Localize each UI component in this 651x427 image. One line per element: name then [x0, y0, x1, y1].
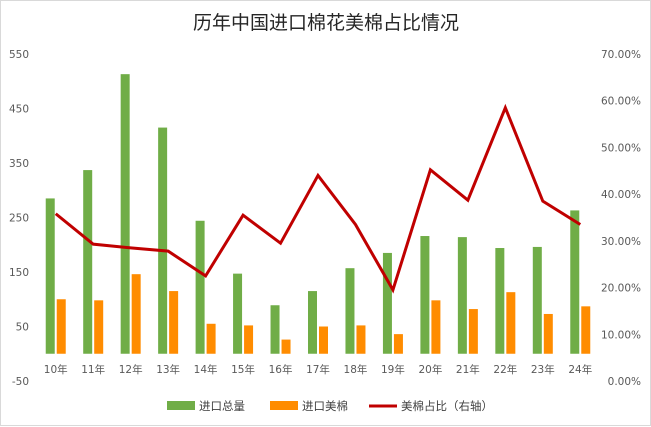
bar-total-import [308, 291, 317, 354]
right-tick-label: 10.00% [601, 329, 641, 341]
x-tick-label: 14年 [194, 363, 218, 376]
x-tick-label: 11年 [81, 363, 105, 376]
legend: 进口总量 进口美棉 美棉占比（右轴） [167, 399, 493, 413]
legend-swatch [167, 401, 195, 410]
bar-us-import [94, 300, 104, 354]
legend-label: 进口总量 [199, 399, 245, 413]
bar-us-import [468, 309, 478, 354]
left-axis: -50 50 150 250 350 450 550 [9, 49, 29, 388]
x-tick-label: 23年 [531, 363, 555, 376]
left-tick-label: 150 [9, 267, 29, 279]
bar-total-import [233, 273, 243, 354]
x-tick-label: 24年 [568, 363, 592, 376]
bar-us-import [319, 326, 328, 354]
bar-us-import [393, 334, 403, 354]
right-tick-label: 50.00% [601, 142, 641, 154]
x-tick-label: 20年 [418, 363, 442, 376]
left-tick-label: 250 [9, 213, 29, 225]
x-tick-label: 21年 [456, 363, 480, 376]
legend-swatch [270, 401, 298, 410]
x-tick-label: 12年 [119, 363, 143, 376]
right-tick-label: 20.00% [601, 283, 641, 295]
bar-total-import [120, 74, 130, 354]
bar-us-import [431, 300, 441, 354]
legend-label: 美棉占比（右轴） [401, 399, 493, 413]
x-tick-label: 22年 [493, 363, 517, 376]
bar-us-import [169, 291, 179, 354]
x-tick-label: 10年 [44, 363, 68, 376]
bar-total-import [45, 198, 55, 354]
x-axis: 10年 11年 12年 13年 14年 15年 16年 17年 18年 19年 20年 21年 22年 2… [44, 363, 592, 376]
left-tick-label: 50 [16, 322, 29, 334]
bar-us-import [131, 274, 141, 354]
bar-total-import [382, 252, 392, 354]
bar-total-import [345, 268, 355, 354]
right-tick-label: 60.00% [601, 96, 641, 108]
bar-us-import [56, 299, 66, 354]
bar-total-import [457, 237, 467, 354]
us-share-line [54, 103, 582, 294]
x-tick-label: 15年 [231, 363, 255, 376]
bar-us-import [543, 313, 553, 354]
bar-total-import [532, 246, 542, 354]
x-tick-label: 19年 [381, 363, 405, 376]
right-axis: 0.00% 10.00% 20.00% 30.00% 40.00% 50.00% 60.00… [601, 49, 641, 388]
bar-total-import [158, 127, 168, 354]
left-tick-label: -50 [12, 376, 29, 388]
bar-us-import [244, 325, 254, 354]
bar-total-import [270, 305, 280, 354]
right-tick-label: 40.00% [601, 189, 641, 201]
bar-total-import [495, 248, 505, 354]
bar-total-import [83, 170, 93, 354]
left-tick-label: 550 [9, 49, 29, 61]
bar-total-import [420, 236, 430, 354]
left-tick-label: 350 [9, 158, 29, 170]
right-tick-label: 30.00% [601, 236, 641, 248]
legend-label: 进口美棉 [302, 399, 348, 413]
bar-total-import [570, 210, 580, 354]
line-series [54, 103, 582, 294]
bar-series [45, 74, 591, 354]
right-tick-label: 70.00% [601, 49, 641, 61]
bar-us-import [281, 339, 291, 354]
bar-us-import [506, 292, 516, 354]
bar-us-import [581, 306, 591, 354]
chart-title: 历年中国进口棉花美棉占比情况 [193, 12, 459, 34]
right-tick-label: 0.00% [608, 376, 641, 388]
left-tick-label: 450 [9, 104, 29, 116]
x-tick-label: 13年 [156, 363, 180, 376]
bar-us-import [206, 323, 216, 354]
bar-us-import [356, 325, 366, 354]
x-tick-label: 17年 [306, 363, 330, 376]
bar-total-import [195, 220, 205, 354]
x-tick-label: 16年 [269, 363, 293, 376]
x-tick-label: 18年 [344, 363, 368, 376]
